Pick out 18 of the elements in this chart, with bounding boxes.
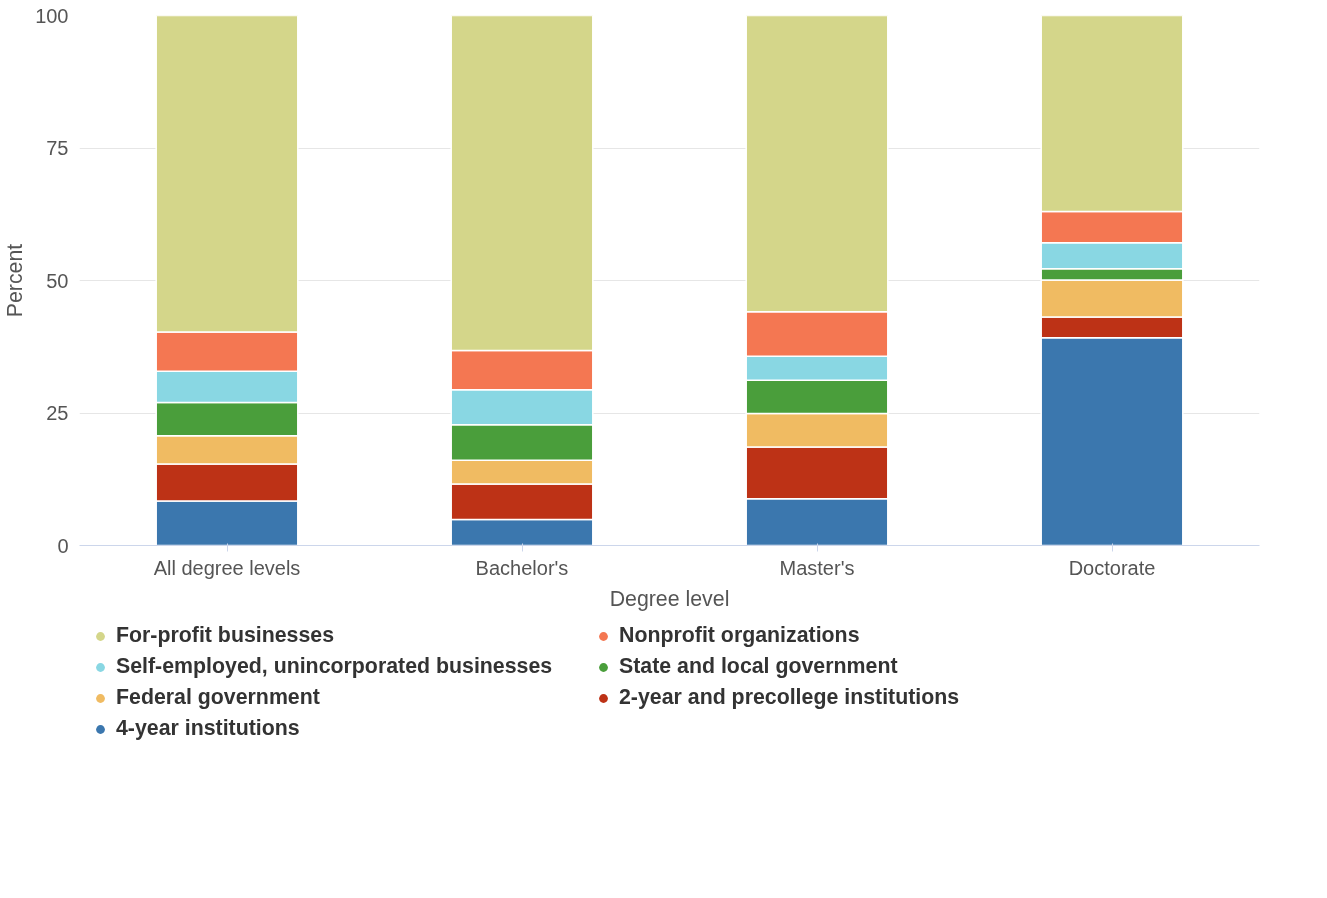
y-tick-label: 25 (46, 402, 69, 424)
x-tick-label: Bachelor's (475, 556, 569, 579)
legend-label: For-profit businesses (116, 623, 336, 648)
y-tick-label: 100 (35, 4, 69, 27)
legend-label: State and local government (619, 654, 899, 679)
legend-label: Nonprofit organizations (619, 623, 861, 648)
y-tick-label: 50 (46, 269, 69, 292)
y-tick-label: 75 (46, 137, 69, 159)
y-axis-title: Percent (3, 243, 28, 318)
x-tick-label: All degree levels (153, 556, 301, 579)
legend-label: 2-year and precollege institutions (619, 685, 961, 710)
x-axis-title: Degree level (609, 586, 730, 611)
x-tick-label: Master's (779, 556, 855, 579)
x-tick-label: Doctorate (1068, 556, 1156, 579)
y-tick-label: 0 (57, 534, 69, 557)
legend-label: Federal government (116, 685, 321, 710)
legend-label: 4-year institutions (116, 716, 301, 741)
legend-label: Self-employed, unincorporated businesses (116, 654, 554, 679)
